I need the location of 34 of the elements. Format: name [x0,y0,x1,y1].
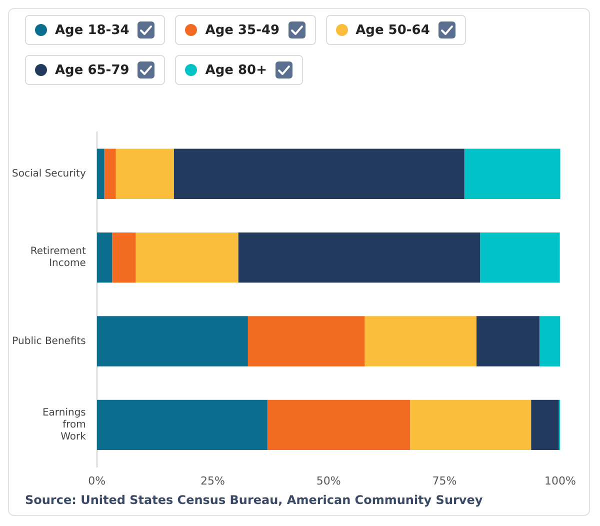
legend-label: Age 35-49 [205,22,280,38]
bar [96,316,248,366]
bar [248,316,365,366]
y-tick-label: Social Security [12,168,86,180]
x-tick-label: 100% [544,474,576,488]
bar [96,400,268,450]
bar [531,400,559,450]
y-tick-label: Earnings from Work [42,408,86,443]
bar [96,232,112,283]
bar [96,148,104,199]
bar [539,316,560,366]
source-note: Source: United States Census Bureau, American Community Survey [24,492,484,509]
legend-label: Age 18-34 [55,22,130,38]
bar [104,148,116,199]
legend-label: Age 80+ [205,62,267,78]
bar [136,232,238,283]
x-tick-label: 25% [200,474,225,488]
bar [476,316,540,366]
bar [238,232,480,283]
legend-label: Age 50-64 [356,22,430,38]
bar [174,148,464,199]
y-tick-label: Public Benefits [12,336,86,347]
x-tick-label: 75% [432,474,457,488]
x-tick-label: 0% [88,474,106,488]
x-tick-label: 50% [316,474,341,488]
bar [116,148,174,199]
bar [267,400,410,450]
bar [364,316,476,366]
bar [112,232,136,283]
bar [410,400,532,450]
bar [464,148,560,199]
bar [480,232,560,283]
y-tick-label: Retirement Income [30,246,86,270]
legend-label: Age 65-79 [55,62,130,78]
